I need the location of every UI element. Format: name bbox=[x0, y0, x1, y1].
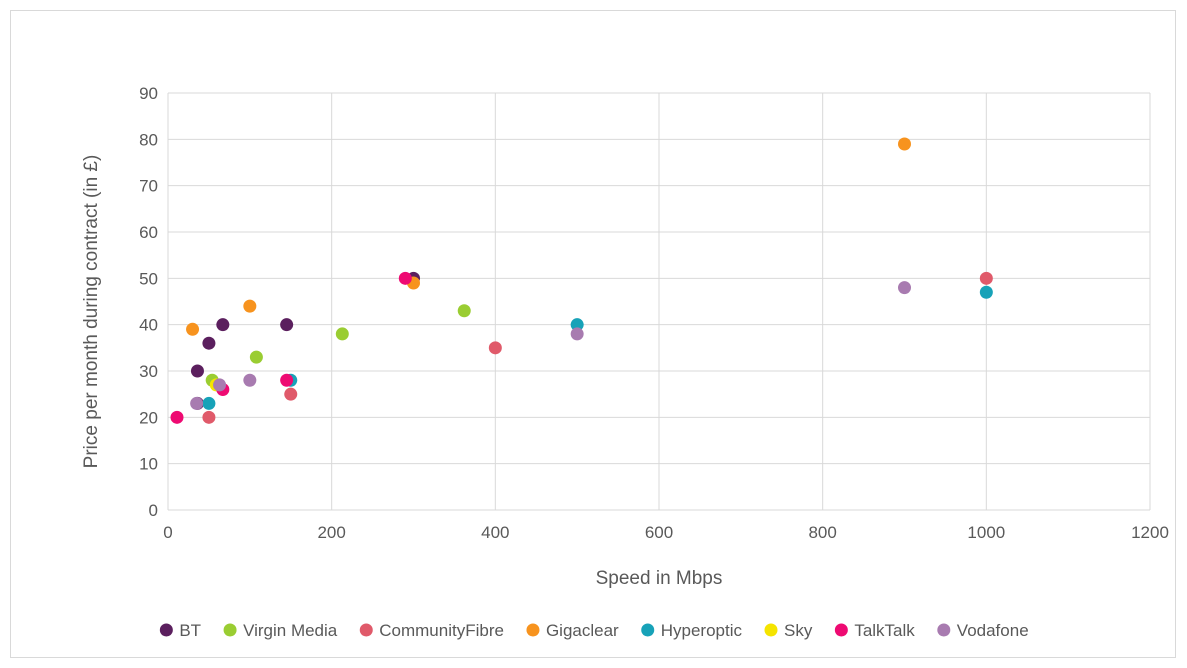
legend-marker bbox=[937, 623, 951, 637]
legend-marker bbox=[526, 623, 540, 637]
y-tick-label: 30 bbox=[139, 362, 158, 381]
data-points bbox=[170, 137, 993, 424]
legend-label: BT bbox=[179, 621, 201, 640]
point-hyperoptic bbox=[979, 285, 993, 299]
y-tick-label: 90 bbox=[139, 84, 158, 103]
y-tick-label: 0 bbox=[149, 501, 158, 520]
scatter-chart: 0 10 20 30 40 50 60 70 80 90 0 200 400 600 800 1000 1200… bbox=[81, 84, 1169, 640]
y-axis-title: Price per month during contract (in £) bbox=[81, 155, 102, 469]
x-tick-label: 0 bbox=[163, 523, 172, 542]
point-vodafone bbox=[898, 281, 911, 295]
tick-labels: 0 10 20 30 40 50 60 70 80 90 0 200 400 600 800 1000 1200 bbox=[139, 84, 1169, 542]
x-tick-label: 600 bbox=[645, 523, 673, 542]
legend-item: Virgin Media bbox=[223, 621, 338, 640]
point-gigaclear bbox=[186, 322, 200, 336]
legend-marker bbox=[159, 623, 173, 637]
y-tick-label: 10 bbox=[139, 455, 158, 474]
x-tick-label: 800 bbox=[808, 523, 836, 542]
point-communityfibre bbox=[284, 387, 298, 401]
point-bt bbox=[202, 336, 216, 350]
point-communityfibre bbox=[488, 341, 502, 355]
x-tick-label: 1200 bbox=[1131, 523, 1169, 542]
point-hyperoptic bbox=[570, 318, 584, 332]
point-gigaclear bbox=[898, 137, 911, 151]
point-communityfibre bbox=[202, 410, 216, 424]
y-tick-label: 80 bbox=[139, 130, 158, 149]
legend-item: TalkTalk bbox=[834, 621, 915, 640]
y-tick-label: 70 bbox=[139, 177, 158, 196]
legend-label: Virgin Media bbox=[243, 621, 338, 640]
point-bt bbox=[190, 364, 204, 378]
legend-marker bbox=[764, 623, 778, 637]
legend: BT Virgin Media CommunityFibre Gigaclear Hyp… bbox=[159, 621, 1029, 640]
legend-label: Hyperoptic bbox=[661, 621, 743, 640]
legend-marker bbox=[359, 623, 373, 637]
point-talktalk bbox=[170, 410, 184, 424]
legend-marker bbox=[834, 623, 848, 637]
point-talktalk bbox=[398, 271, 412, 285]
legend-item: Hyperoptic bbox=[641, 621, 742, 640]
legend-item: CommunityFibre bbox=[359, 621, 504, 640]
x-tick-label: 200 bbox=[317, 523, 345, 542]
x-tick-label: 400 bbox=[481, 523, 509, 542]
x-tick-label: 1000 bbox=[967, 523, 1005, 542]
point-vodafone bbox=[570, 327, 584, 341]
point-hyperoptic bbox=[202, 396, 216, 410]
point-communityfibre bbox=[979, 271, 993, 285]
point-gigaclear bbox=[243, 299, 257, 313]
y-tick-label: 40 bbox=[139, 316, 158, 335]
point-bt bbox=[280, 318, 294, 332]
point-vodafone bbox=[190, 396, 204, 410]
point-virgin-media bbox=[249, 350, 263, 364]
point-vodafone bbox=[213, 378, 227, 392]
point-virgin-media bbox=[335, 327, 349, 341]
legend-label: Gigaclear bbox=[546, 621, 619, 640]
point-vodafone bbox=[243, 373, 257, 387]
legend-item: Gigaclear bbox=[526, 621, 619, 640]
point-talktalk bbox=[280, 373, 294, 387]
gridlines bbox=[167, 92, 1151, 511]
legend-label: TalkTalk bbox=[854, 621, 915, 640]
y-tick-label: 50 bbox=[139, 269, 158, 288]
legend-item: Sky bbox=[764, 621, 813, 640]
legend-marker bbox=[641, 623, 655, 637]
y-tick-label: 60 bbox=[139, 223, 158, 242]
point-bt bbox=[216, 318, 230, 332]
x-axis-title: Speed in Mbps bbox=[596, 568, 723, 589]
legend-label: Sky bbox=[784, 621, 813, 640]
legend-item: Vodafone bbox=[937, 621, 1029, 640]
chart-frame: 0 10 20 30 40 50 60 70 80 90 0 200 400 600 800 1000 1200… bbox=[10, 10, 1176, 658]
point-virgin-media bbox=[457, 304, 471, 318]
legend-label: Vodafone bbox=[957, 621, 1029, 640]
legend-marker bbox=[223, 623, 237, 637]
legend-label: CommunityFibre bbox=[379, 621, 504, 640]
legend-item: BT bbox=[159, 621, 201, 640]
y-tick-label: 20 bbox=[139, 408, 158, 427]
